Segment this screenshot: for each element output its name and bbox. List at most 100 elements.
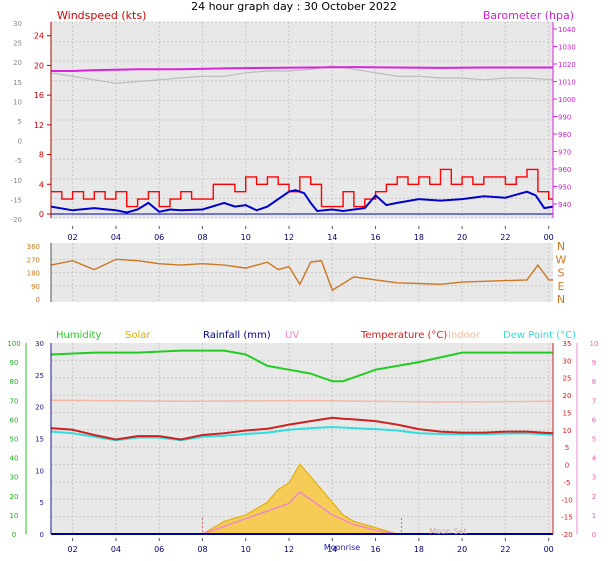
baro-tick-label: 1030 [558, 44, 576, 52]
x-tick-label: 20 [457, 233, 467, 242]
x-tick-label: 18 [414, 545, 424, 554]
temp-tick-label: -15 [561, 514, 572, 522]
legend-entry: UV [285, 330, 299, 341]
temp-tick-label: -20 [561, 531, 572, 539]
page-title: 24 hour graph day : 30 October 2022 [191, 0, 397, 13]
wind-tick-label: 0 [39, 210, 44, 219]
rain-tick-label: 10 [35, 467, 44, 475]
wind-grid [51, 21, 553, 219]
legend-entry: Indoor [448, 330, 481, 341]
compass-label: N [557, 293, 565, 306]
wind-tick-label: 24 [34, 32, 44, 41]
x-tick-label: 22 [500, 545, 510, 554]
x-tick-label: 20 [457, 545, 467, 554]
x-tick-label: 02 [68, 545, 78, 554]
legend-entry: Rainfall (mm) [203, 330, 271, 341]
wind-left-ticks: 30 25 20 15 10 5 0 -5 -10 -15 -20 24 20 16 12 8 4 0 [11, 20, 51, 224]
humidity-tick-label: 30 [10, 474, 19, 482]
x-tick-label: 02 [68, 233, 78, 242]
direction-tick-label: 0 [36, 296, 40, 304]
uv-tick-label: 4 [592, 455, 597, 463]
rain-tick-label: 30 [35, 340, 44, 348]
x-tick-label: 04 [111, 545, 121, 554]
barometer-axis-label: Barometer (hpa) [483, 9, 574, 22]
uv-tick-label: 9 [592, 359, 596, 367]
baro-tick-label: 940 [558, 201, 571, 209]
climate-series [50, 349, 554, 535]
x-tick-label: 22 [500, 233, 510, 242]
baro-tick-label: 970 [558, 149, 571, 157]
baro-tick-label: 1010 [558, 79, 576, 87]
humidity-tick-label: 100 [7, 340, 20, 348]
x-tick-label: 16 [370, 545, 380, 554]
compass-label: S [558, 267, 565, 280]
climate-time-axis: 02 04 06 08 10 12 14 16 18 20 22 00 [68, 538, 554, 554]
direction-left-ticks: 360 270 180 90 0 [27, 243, 40, 304]
compass-label: W [556, 253, 567, 266]
baro-tick-label: 950 [558, 184, 571, 192]
humidity-tick-label: 90 [10, 359, 19, 367]
legend-entry: Temperature (°C) [360, 330, 447, 341]
x-tick-label: 08 [197, 545, 207, 554]
wind-gust-line [51, 168, 553, 208]
rain-tick-label: 0 [40, 531, 44, 539]
uv-tick-label: 0 [592, 531, 596, 539]
humidity-line [50, 349, 553, 383]
direction-grid [51, 243, 553, 302]
rain-tick-label: 20 [35, 404, 44, 412]
wind-grey-tick: 15 [13, 79, 22, 87]
legend-entry: Solar [125, 330, 151, 341]
x-tick-label: 12 [284, 545, 294, 554]
wind-grey-tick: 30 [13, 20, 22, 28]
uv-tick-label: 1 [592, 512, 596, 520]
uv-tick-label: 7 [592, 397, 596, 405]
x-tick-label: 14 [327, 545, 337, 554]
direction-tick-label: 360 [27, 243, 40, 251]
baro-tick-label: 960 [558, 166, 571, 174]
temp-tick-label: 10 [563, 427, 572, 435]
wind-tick-label: 8 [39, 151, 44, 160]
direction-series [50, 258, 553, 292]
temp-tick-label: 5 [565, 444, 569, 452]
humidity-tick-label: 20 [10, 493, 19, 501]
wind-tick-label: 16 [34, 91, 44, 100]
baro-tick-label: 980 [558, 131, 571, 139]
humidity-tick-label: 60 [10, 416, 19, 424]
temp-tick-label: 25 [563, 375, 572, 383]
wind-grey-tick: 20 [13, 59, 22, 67]
temp-tick-label: -10 [561, 496, 572, 504]
moonrise-annotation: Moonrise [324, 543, 360, 552]
x-tick-label: 00 [544, 233, 554, 242]
windspeed-axis-label: Windspeed (kts) [57, 9, 146, 22]
uv-tick-label: 5 [592, 436, 596, 444]
direction-tick-label: 180 [27, 270, 40, 278]
wind-tick-label: 12 [34, 121, 44, 130]
wind-series [50, 65, 554, 215]
indoor-temperature-line [50, 399, 554, 403]
rain-tick-label: 5 [40, 499, 44, 507]
wind-grey-tick: 10 [13, 98, 22, 106]
wind-grey-tick: 25 [13, 40, 22, 48]
baro-tick-label: 1040 [558, 26, 576, 34]
temp-tick-label: 30 [563, 357, 572, 365]
barometer-secondary-line [50, 65, 554, 84]
uv-tick-label: 3 [592, 474, 596, 482]
x-tick-label: 10 [241, 233, 251, 242]
temperature-line [50, 416, 554, 441]
humidity-tick-label: 70 [10, 397, 19, 405]
wind-grey-tick: -15 [11, 196, 22, 204]
temp-tick-label: 35 [563, 340, 572, 348]
humidity-tick-label: 0 [12, 531, 16, 539]
x-tick-label: 18 [414, 233, 424, 242]
barometer-line [51, 66, 553, 72]
humidity-tick-label: 10 [10, 512, 19, 520]
humidity-tick-label: 50 [10, 436, 19, 444]
temp-tick-label: -5 [564, 479, 571, 487]
